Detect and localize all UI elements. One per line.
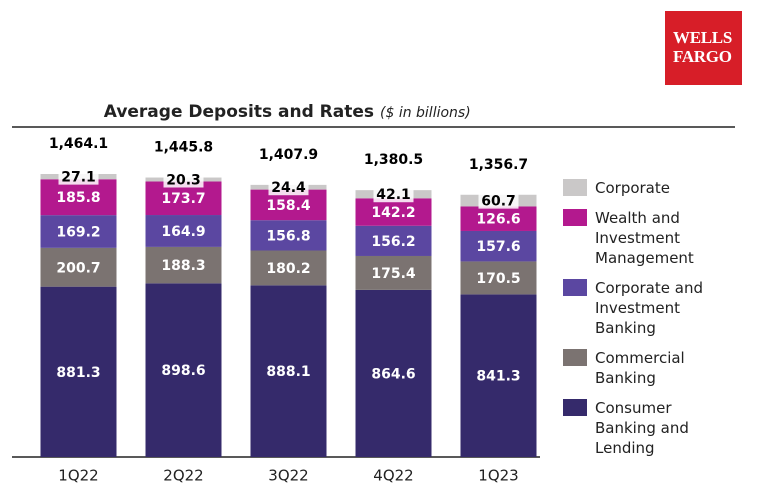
label-box <box>268 179 309 196</box>
bar-segment <box>145 246 222 284</box>
total-label: 1,445.8 <box>154 140 213 156</box>
bar-segment <box>355 255 432 290</box>
value-label: 20.3 <box>166 172 201 188</box>
bar-segment <box>355 198 432 226</box>
chart-title: Average Deposits and Rates <box>104 102 374 122</box>
total-label: 1,380.5 <box>364 152 423 168</box>
value-label: 169.2 <box>56 225 100 241</box>
total-label: 1,407.9 <box>259 147 318 163</box>
value-label: 27.1 <box>61 170 96 186</box>
legend-label: Wealth and Investment Management <box>595 209 694 267</box>
value-label: 864.6 <box>371 366 415 382</box>
chart-subtitle: ($ in billions) <box>380 105 471 121</box>
x-tick-label: 4Q22 <box>373 467 413 485</box>
value-label: 200.7 <box>56 260 100 276</box>
bar-segment <box>40 286 117 457</box>
label-box <box>373 186 414 203</box>
logo: WELLS FARGO <box>665 11 742 85</box>
value-label: 888.1 <box>266 364 310 380</box>
value-label: 158.4 <box>266 198 311 214</box>
value-label: 142.2 <box>371 205 415 221</box>
bar-segment <box>460 261 537 295</box>
legend-item: Commercial Banking <box>563 348 743 388</box>
value-label: 180.2 <box>266 261 310 277</box>
legend-swatch <box>563 279 587 296</box>
legend: Corporate Wealth and Investment Managemen… <box>563 178 743 468</box>
bar-segment <box>250 220 327 251</box>
value-label: 898.6 <box>161 363 205 379</box>
value-label: 60.7 <box>481 194 516 210</box>
value-label: 185.8 <box>56 190 100 206</box>
label-box <box>58 168 99 185</box>
x-tick-label: 1Q23 <box>478 467 518 485</box>
total-label: 1,356.7 <box>469 157 528 173</box>
bar-segment <box>460 294 537 457</box>
total-label: 1,464.1 <box>49 136 108 152</box>
x-tick-label: 1Q22 <box>58 467 98 485</box>
bar-segment <box>40 179 117 216</box>
bar-segment <box>40 247 117 287</box>
legend-label: Corporate <box>595 179 670 197</box>
value-label: 126.6 <box>476 212 520 228</box>
bar-segment <box>460 206 537 231</box>
legend-label: Commercial Banking <box>595 349 685 387</box>
x-tick-label: 3Q22 <box>268 467 308 485</box>
value-label: 175.4 <box>371 266 416 282</box>
value-label: 24.4 <box>271 180 306 196</box>
value-label: 170.5 <box>476 271 520 287</box>
value-label: 156.8 <box>266 228 310 244</box>
label-box <box>163 171 204 188</box>
value-label: 173.7 <box>161 191 205 207</box>
legend-item: Corporate <box>563 178 743 198</box>
value-label: 841.3 <box>476 369 520 385</box>
legend-swatch <box>563 349 587 366</box>
bar-segment <box>40 215 117 248</box>
value-label: 42.1 <box>376 187 411 203</box>
legend-swatch <box>563 179 587 196</box>
value-label: 188.3 <box>161 258 205 274</box>
bar-segment <box>355 289 432 457</box>
legend-item: Consumer Banking and Lending <box>563 398 743 458</box>
x-tick-label: 2Q22 <box>163 467 203 485</box>
legend-swatch <box>563 399 587 416</box>
value-label: 164.9 <box>161 224 205 240</box>
legend-swatch <box>563 209 587 226</box>
bar-segment <box>460 230 537 262</box>
bar-segment <box>355 225 432 256</box>
value-label: 156.2 <box>371 234 415 250</box>
label-box <box>478 192 519 209</box>
value-label: 157.6 <box>476 239 520 255</box>
legend-label: Consumer Banking and Lending <box>595 399 689 457</box>
bar-segment <box>250 250 327 286</box>
bar-segment <box>145 215 222 247</box>
bar-segment <box>250 285 327 457</box>
legend-item: Wealth and Investment Management <box>563 208 743 268</box>
bar-segment <box>145 283 222 457</box>
value-label: 881.3 <box>56 365 100 381</box>
legend-item: Corporate and Investment Banking <box>563 278 743 338</box>
legend-label: Corporate and Investment Banking <box>595 279 703 337</box>
